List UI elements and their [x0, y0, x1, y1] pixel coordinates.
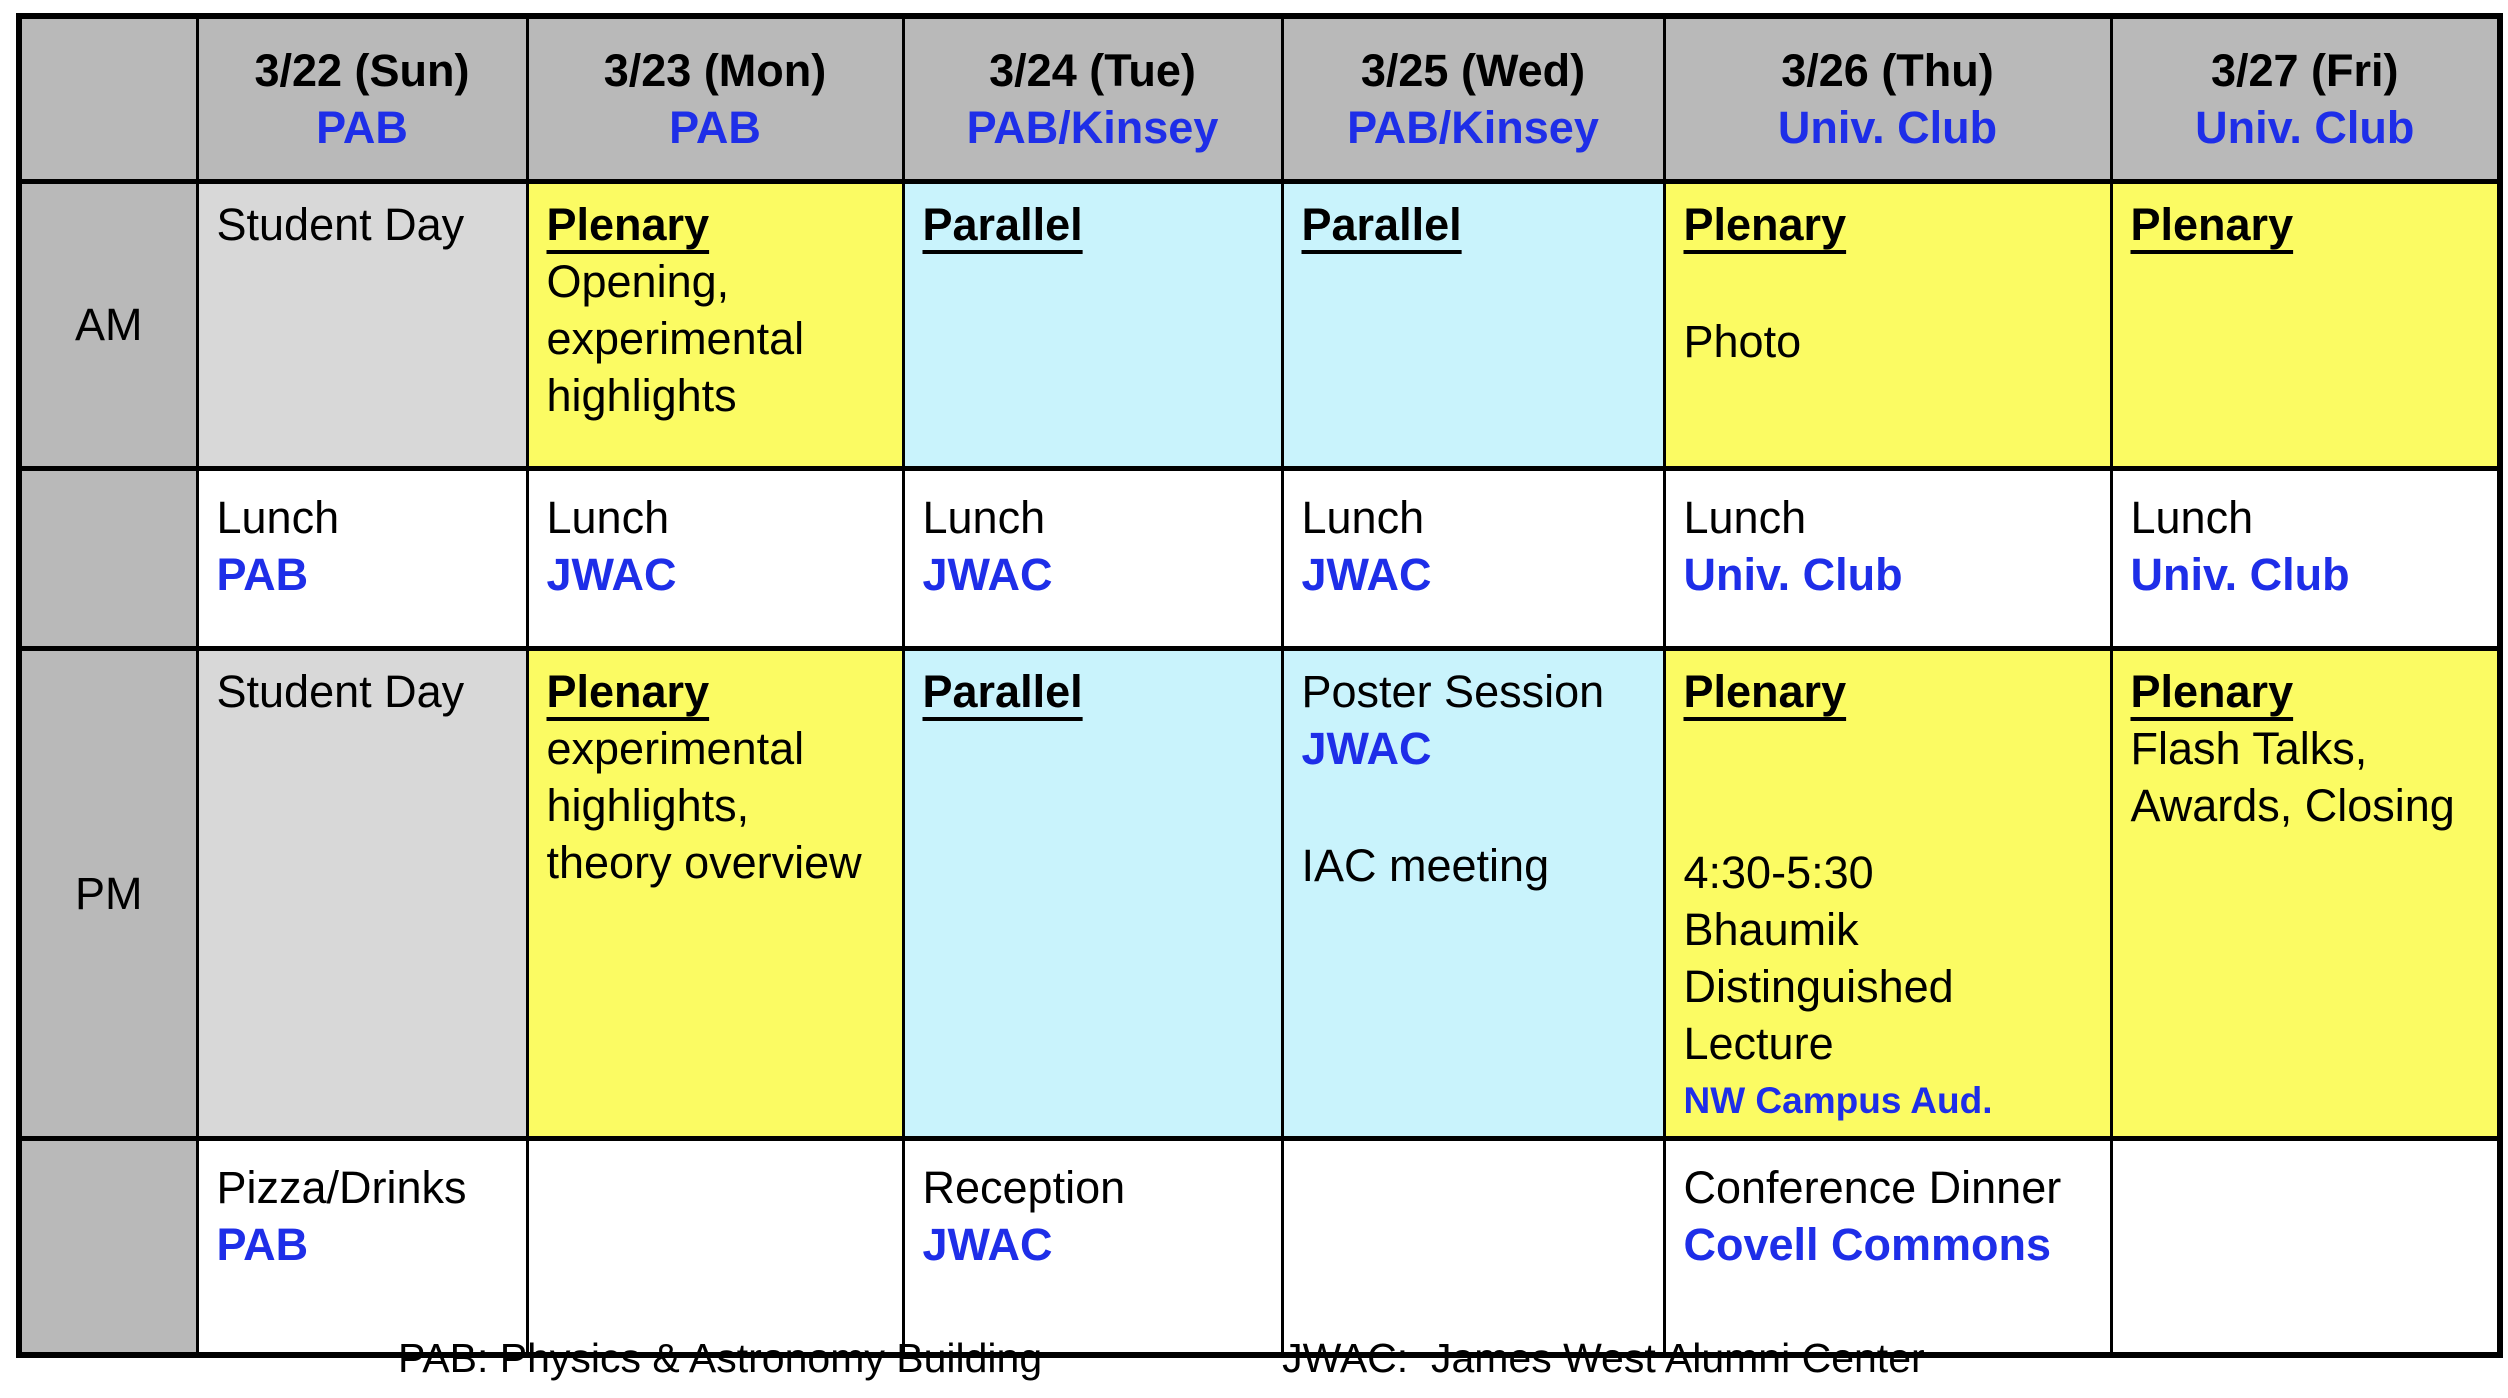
header-venue: PAB: [316, 101, 408, 153]
cell-evening-fri: [2109, 1135, 2502, 1358]
header-venue: Univ. Club: [2195, 101, 2415, 153]
header-day-fri: 3/27 (Fri) Univ. Club: [2109, 13, 2502, 184]
cell-evening-mon: [525, 1135, 905, 1358]
session-heading: Plenary: [546, 665, 710, 717]
meal-text: Lunch: [2130, 491, 2254, 543]
cell-am-thu: Plenary Photo: [1662, 178, 2113, 471]
header-venue: PAB/Kinsey: [1347, 101, 1599, 153]
cell-lunch-fri: Lunch Univ. Club: [2109, 465, 2502, 651]
session-body: 4:30-5:30 Bhaumik Distinguished Lecture: [1683, 846, 1954, 1069]
meal-text: Lunch: [1683, 491, 1807, 543]
cell-am-sun: Student Day: [195, 178, 529, 471]
header-date: 3/26 (Thu): [1781, 44, 1994, 96]
cell-am-mon: Plenary Opening, experimental highlights: [525, 178, 905, 471]
event-text: Student Day: [216, 198, 465, 250]
event-text: Pizza/Drinks: [216, 1161, 467, 1213]
session-venue-note: NW Campus Aud.: [1683, 1079, 1993, 1121]
cell-pm-thu: Plenary 4:30-5:30 Bhaumik Distinguished …: [1662, 645, 2113, 1141]
row-label-am: AM: [17, 178, 199, 471]
session-heading: Parallel: [1301, 198, 1462, 250]
event-text: Reception: [922, 1161, 1126, 1213]
cell-pm-sun: Student Day: [195, 645, 529, 1141]
header-date: 3/22 (Sun): [254, 44, 470, 96]
meal-venue: JWAC: [922, 548, 1053, 600]
session-line: Poster Session: [1301, 665, 1605, 717]
meal-text: Lunch: [922, 491, 1046, 543]
meal-venue: PAB: [216, 548, 309, 600]
header-venue: PAB: [669, 101, 761, 153]
cell-lunch-sun: Lunch PAB: [195, 465, 529, 651]
row-label-lunch: [17, 465, 199, 651]
session-heading: Parallel: [922, 198, 1083, 250]
session-heading: Plenary: [2130, 665, 2294, 717]
schedule-table: 3/22 (Sun) PAB 3/23 (Mon) PAB 3/24 (Tue)…: [16, 13, 2503, 1358]
row-evening: Pizza/Drinks PAB Reception JWAC Conferen…: [17, 1135, 2502, 1358]
cell-pm-mon: Plenary experimental highlights, theory …: [525, 645, 905, 1141]
session-venue: JWAC: [1301, 722, 1432, 774]
cell-am-fri: Plenary: [2109, 178, 2502, 471]
header-day-sun: 3/22 (Sun) PAB: [195, 13, 529, 184]
cell-am-tue: Parallel: [901, 178, 1284, 471]
row-label-pm: PM: [17, 645, 199, 1141]
meal-venue: JWAC: [1301, 548, 1432, 600]
session-heading: Plenary: [1683, 665, 1847, 717]
meal-venue: Univ. Club: [1683, 548, 1903, 600]
header-day-wed: 3/25 (Wed) PAB/Kinsey: [1280, 13, 1666, 184]
cell-pm-tue: Parallel: [901, 645, 1284, 1141]
session-heading: Plenary: [1683, 198, 1847, 250]
legend: PAB: Physics & Astronomy Building JWAC: …: [0, 1333, 2508, 1383]
session-heading: Plenary: [546, 198, 710, 250]
cell-am-wed: Parallel: [1280, 178, 1666, 471]
row-label-evening: [17, 1135, 199, 1358]
header-day-thu: 3/26 (Thu) Univ. Club: [1662, 13, 2113, 184]
row-pm: PM Student Day Plenary experimental high…: [17, 645, 2502, 1141]
header-venue: PAB/Kinsey: [966, 101, 1219, 153]
header-day-mon: 3/23 (Mon) PAB: [525, 13, 905, 184]
header-date: 3/25 (Wed): [1360, 44, 1586, 96]
event-text: Conference Dinner: [1683, 1161, 2062, 1213]
session-body: Opening, experimental highlights: [546, 255, 805, 421]
cell-pm-wed: Poster Session JWAC IAC meeting: [1280, 645, 1666, 1141]
session-line: IAC meeting: [1301, 839, 1550, 891]
header-date: 3/24 (Tue): [989, 44, 1196, 96]
cell-lunch-mon: Lunch JWAC: [525, 465, 905, 651]
cell-pm-fri: Plenary Flash Talks, Awards, Closing: [2109, 645, 2502, 1141]
event-text: Student Day: [216, 665, 465, 717]
header-date: 3/23 (Mon): [603, 44, 827, 96]
row-lunch: Lunch PAB Lunch JWAC Lunch JWAC Lunch JW…: [17, 465, 2502, 651]
session-heading: Parallel: [922, 665, 1083, 717]
cell-evening-sun: Pizza/Drinks PAB: [195, 1135, 529, 1358]
meal-text: Lunch: [546, 491, 670, 543]
header-corner-cell: [17, 13, 199, 184]
session-body: experimental highlights, theory overview: [546, 722, 862, 888]
session-heading: Plenary: [2130, 198, 2294, 250]
session-body: Flash Talks, Awards, Closing: [2130, 722, 2455, 831]
meal-text: Lunch: [216, 491, 340, 543]
event-venue: JWAC: [922, 1218, 1053, 1270]
legend-jwac: JWAC: James West Alumni Center: [1282, 1335, 1925, 1381]
cell-lunch-wed: Lunch JWAC: [1280, 465, 1666, 651]
cell-lunch-thu: Lunch Univ. Club: [1662, 465, 2113, 651]
meal-venue: JWAC: [546, 548, 677, 600]
header-row: 3/22 (Sun) PAB 3/23 (Mon) PAB 3/24 (Tue)…: [17, 13, 2502, 184]
cell-evening-tue: Reception JWAC: [901, 1135, 1284, 1358]
event-venue: Covell Commons: [1683, 1218, 2052, 1270]
meal-venue: Univ. Club: [2130, 548, 2350, 600]
cell-evening-thu: Conference Dinner Covell Commons: [1662, 1135, 2113, 1358]
row-am: AM Student Day Plenary Opening, experime…: [17, 178, 2502, 471]
header-venue: Univ. Club: [1777, 101, 1998, 153]
cell-lunch-tue: Lunch JWAC: [901, 465, 1284, 651]
session-body: Photo: [1683, 315, 1802, 367]
event-venue: PAB: [216, 1218, 309, 1270]
legend-pab: PAB: Physics & Astronomy Building: [398, 1335, 1043, 1381]
header-date: 3/27 (Fri): [2210, 44, 2399, 96]
meal-text: Lunch: [1301, 491, 1425, 543]
header-day-tue: 3/24 (Tue) PAB/Kinsey: [901, 13, 1284, 184]
cell-evening-wed: [1280, 1135, 1666, 1358]
